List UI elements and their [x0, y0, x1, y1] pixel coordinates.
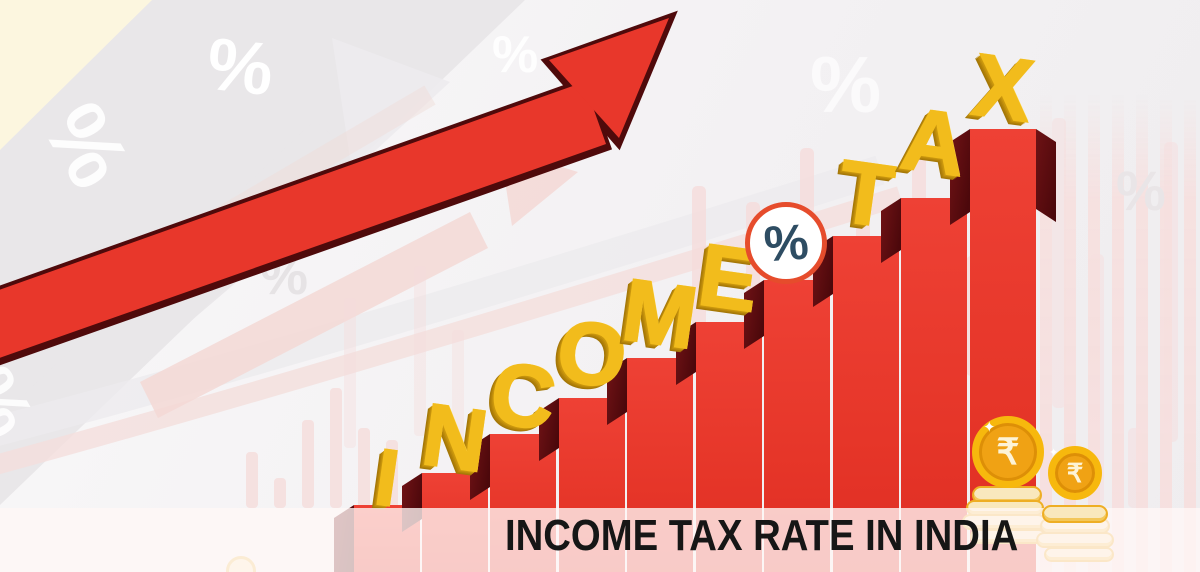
gray-arrowhead	[332, 38, 450, 172]
swoosh-gray	[0, 155, 885, 446]
percent-mark-icon: %	[1116, 159, 1166, 222]
rupee-coin-icon: ₹	[972, 416, 1044, 488]
pink-arrow-shaft	[140, 212, 488, 418]
percent-mark-icon: %	[810, 40, 881, 129]
sparkle-icon: ✦	[1049, 447, 1059, 459]
title-banner	[0, 508, 1200, 572]
percent-badge: %	[745, 202, 827, 284]
percent-mark-icon: %	[203, 22, 277, 111]
page-title: INCOME TAX RATE IN INDIA	[505, 511, 1019, 560]
growth-arrow	[0, 18, 669, 358]
bar-shadow-wedge	[1036, 129, 1056, 222]
percent-badge-symbol: %	[761, 213, 811, 273]
swoosh-pink	[0, 186, 903, 475]
rupee-coin-icon: ₹	[1048, 446, 1102, 500]
rupee-symbol: ₹	[996, 431, 1020, 472]
rupee-symbol: ₹	[1066, 457, 1084, 488]
sparkle-icon: ✦	[983, 419, 996, 436]
stair-letter-x: X	[966, 33, 1040, 141]
coin-stack-layer-front	[1042, 505, 1108, 523]
percent-mark-icon: %	[492, 26, 538, 84]
